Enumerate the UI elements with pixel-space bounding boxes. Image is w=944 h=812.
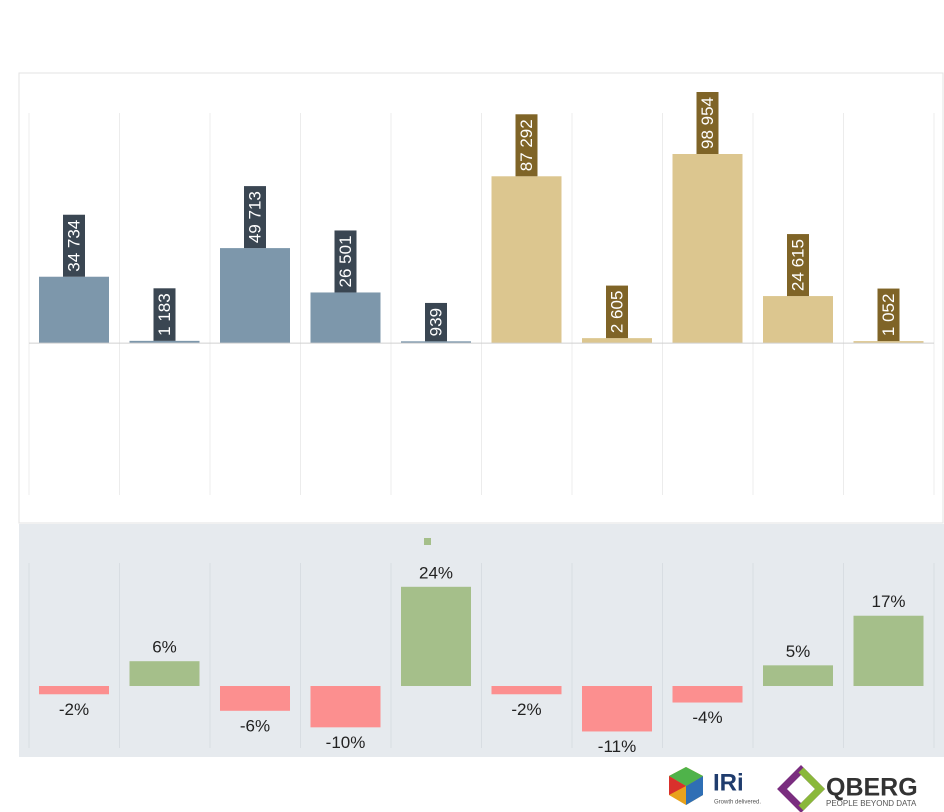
bar — [763, 296, 833, 344]
bar — [39, 686, 109, 695]
iri-icon-part — [669, 767, 703, 786]
iri-icon-part — [669, 776, 686, 795]
data-label: -10% — [326, 733, 366, 752]
iri-logo: IRi Growth delivered. — [669, 767, 761, 806]
bar — [582, 686, 652, 732]
data-label: 1 052 — [877, 288, 900, 342]
data-label-text: 87 292 — [517, 119, 536, 171]
qberg-text: QBERG — [826, 774, 918, 802]
data-label: -11% — [598, 737, 636, 756]
bar — [672, 153, 743, 344]
data-label: -2% — [59, 700, 89, 719]
data-label-box — [244, 186, 266, 249]
data-label-box — [153, 288, 176, 341]
bar — [853, 615, 924, 686]
bar — [672, 686, 743, 703]
data-label-text: 1 183 — [155, 293, 174, 336]
data-label: 5% — [786, 642, 811, 661]
data-label: 24% — [419, 563, 453, 582]
data-label-box — [787, 234, 809, 297]
data-label-box — [334, 230, 357, 293]
data-label-box — [515, 114, 538, 177]
data-label-box — [63, 214, 85, 277]
data-label: 17% — [871, 592, 905, 611]
data-label: 24 615 — [787, 234, 809, 297]
data-label-box — [606, 285, 628, 339]
data-label-text: 2 605 — [607, 291, 626, 334]
data-label-box — [696, 91, 719, 154]
bar — [310, 292, 381, 344]
bar — [763, 665, 833, 686]
bar — [310, 686, 381, 728]
data-label: 6% — [152, 638, 177, 657]
legend-swatch — [424, 538, 431, 545]
iri-icon-part — [686, 776, 703, 805]
qberg-logo: QBERG PEOPLE BEYOND DATA — [777, 765, 918, 812]
data-label-text: 34 734 — [64, 220, 83, 272]
qberg-icon — [777, 765, 825, 812]
bar — [491, 176, 562, 344]
data-label: -6% — [240, 716, 270, 735]
iri-tagline: Growth delivered. — [714, 800, 761, 806]
data-label: 87 292 — [515, 114, 538, 177]
data-label-text: 24 615 — [788, 239, 807, 291]
bar — [129, 340, 200, 344]
iri-text: IRi — [713, 769, 744, 796]
bar — [491, 686, 562, 695]
data-label-text: 1 052 — [879, 294, 898, 337]
data-label-text: 26 501 — [336, 235, 355, 287]
bar — [853, 341, 924, 344]
bar — [220, 686, 290, 711]
data-label: -2% — [511, 700, 541, 719]
bar — [401, 586, 471, 686]
bar — [39, 276, 109, 344]
data-label: 34 734 — [63, 214, 85, 277]
data-label: 26 501 — [334, 230, 357, 293]
qberg-tagline: PEOPLE BEYOND DATA — [826, 799, 917, 808]
bar — [582, 338, 652, 344]
data-label-text: 98 954 — [698, 97, 717, 149]
qberg-icon-part — [798, 767, 825, 811]
data-label: 49 713 — [244, 186, 266, 249]
data-label: 939 — [425, 302, 447, 342]
data-label-box — [425, 302, 447, 342]
data-label: -4% — [692, 708, 722, 727]
data-label-text: 939 — [426, 308, 445, 336]
data-label-box — [877, 288, 900, 342]
data-label: 98 954 — [696, 91, 719, 154]
bar — [401, 341, 471, 344]
data-label: 2 605 — [606, 285, 628, 339]
data-label-text: 49 713 — [245, 191, 264, 243]
data-label: 1 183 — [153, 288, 176, 341]
bar — [129, 661, 200, 686]
bar — [220, 248, 290, 344]
